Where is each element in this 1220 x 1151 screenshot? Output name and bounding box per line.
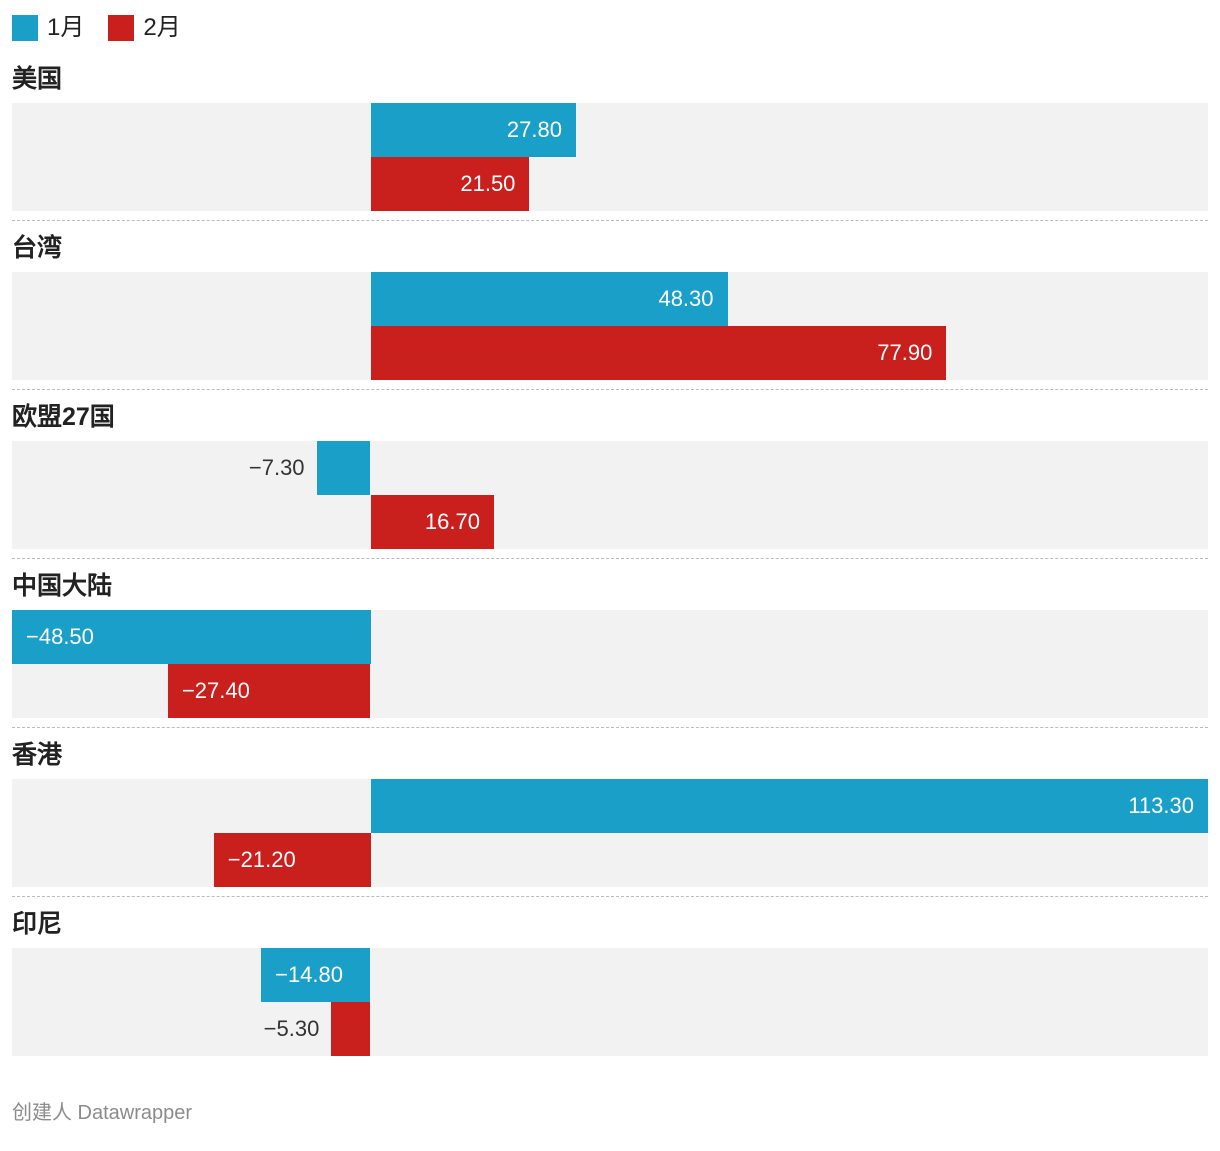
- category-label: 中国大陆: [12, 572, 113, 600]
- legend-swatch-feb-icon: [108, 15, 135, 41]
- legend-label-jan: 1月: [47, 14, 85, 41]
- category-label: 香港: [12, 741, 63, 769]
- chart-rows: 美国 27.80 21.50 台湾 48.30 77.90 欧盟27国 −7.30 16.70 中…: [12, 52, 1208, 1065]
- bar-series-1[interactable]: −48.50: [12, 610, 371, 664]
- category-row: 香港 113.30 −21.20: [12, 728, 1208, 897]
- bar-series-2[interactable]: −27.40: [167, 664, 371, 718]
- bar-series-1[interactable]: 27.80: [370, 103, 576, 157]
- category-label: 印尼: [12, 910, 63, 938]
- value-label: −7.30: [248, 455, 305, 480]
- bar-series-1[interactable]: [316, 441, 371, 495]
- bar-series-1[interactable]: 113.30: [370, 779, 1208, 833]
- bar-track: 113.30 −21.20: [12, 779, 1208, 887]
- category-row: 美国 27.80 21.50: [12, 52, 1208, 221]
- bar-track: 27.80 21.50: [12, 103, 1208, 211]
- legend-label-feb: 2月: [143, 14, 181, 41]
- value-label: 77.90: [877, 340, 933, 365]
- legend: 1月 2月: [12, 14, 1208, 42]
- bar-series-2[interactable]: 16.70: [370, 495, 494, 549]
- value-label: −5.30: [263, 1016, 320, 1041]
- bar-series-2[interactable]: 77.90: [370, 326, 947, 380]
- legend-swatch-jan-icon: [12, 15, 38, 41]
- category-label: 美国: [12, 65, 63, 93]
- value-label: 113.30: [1128, 793, 1194, 818]
- attribution[interactable]: 创建人 Datawrapper: [12, 1102, 193, 1124]
- bar-track: 48.30 77.90: [12, 272, 1208, 380]
- bar-series-1[interactable]: −14.80: [261, 948, 371, 1002]
- category-label: 台湾: [12, 234, 63, 262]
- category-row: 欧盟27国 −7.30 16.70: [12, 390, 1208, 559]
- value-label: 21.50: [460, 171, 516, 196]
- bar-series-2[interactable]: 21.50: [370, 157, 530, 211]
- category-row: 印尼 −14.80 −5.30: [12, 897, 1208, 1065]
- bar-track: −48.50 −27.40: [12, 610, 1208, 718]
- value-label: 27.80: [506, 117, 562, 142]
- value-label: −27.40: [181, 678, 250, 703]
- value-label: 16.70: [424, 509, 480, 534]
- value-label: 48.30: [658, 286, 714, 311]
- bar-track: −7.30 16.70: [12, 441, 1208, 549]
- bar-series-2[interactable]: −21.20: [213, 833, 371, 887]
- legend-item-feb: 2月: [108, 14, 181, 42]
- value-label: −21.20: [227, 847, 296, 872]
- legend-item-jan: 1月: [12, 14, 84, 42]
- value-label: −14.80: [275, 962, 343, 987]
- bar-track: −14.80 −5.30: [12, 948, 1208, 1056]
- category-row: 台湾 48.30 77.90: [12, 221, 1208, 390]
- value-label: −48.50: [26, 624, 94, 649]
- bar-series-1[interactable]: 48.30: [370, 272, 728, 326]
- bar-series-2[interactable]: [331, 1002, 371, 1056]
- category-label: 欧盟27国: [12, 403, 115, 431]
- category-row: 中国大陆 −48.50 −27.40: [12, 559, 1208, 728]
